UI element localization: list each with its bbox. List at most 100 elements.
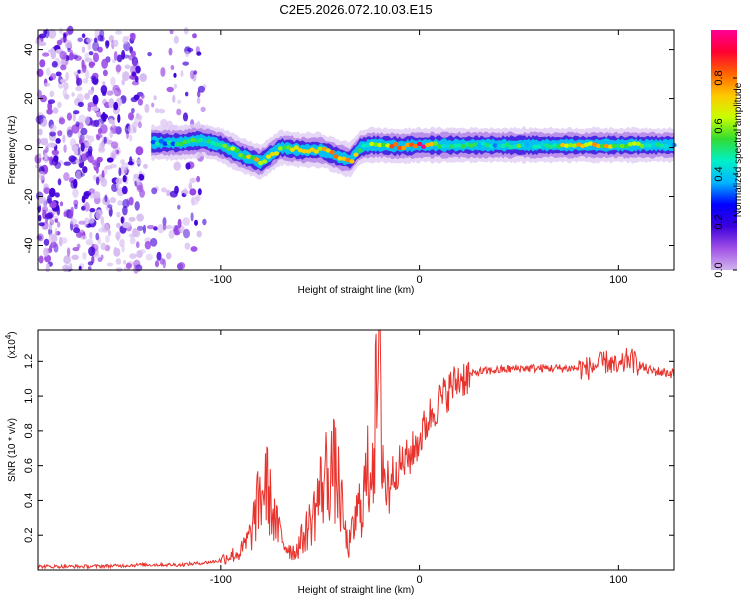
- noise-speck: [106, 262, 114, 267]
- ridge-point: [365, 143, 371, 148]
- noise-speck: [174, 185, 179, 195]
- noise-speck: [165, 252, 172, 260]
- ridge-point: [369, 141, 375, 147]
- ridge-point: [564, 143, 570, 148]
- noise-speck: [80, 142, 85, 152]
- noise-speck: [49, 219, 55, 226]
- noise-speck: [92, 78, 99, 86]
- noise-speck: [136, 114, 143, 120]
- noise-speck: [60, 64, 67, 71]
- noise-speck: [79, 154, 83, 164]
- noise-speck: [103, 166, 108, 175]
- ridge-point: [214, 142, 220, 147]
- noise-speck: [130, 50, 136, 58]
- noise-speck: [74, 204, 78, 210]
- noise-speck: [135, 146, 144, 156]
- ridge-point: [528, 144, 534, 149]
- noise-speck: [123, 259, 127, 265]
- noise-speck: [142, 224, 146, 234]
- noise-speck: [52, 46, 61, 50]
- noise-speck: [157, 224, 165, 234]
- ridge-point: [166, 140, 172, 145]
- ridge-point: [269, 151, 276, 157]
- noise-speck: [63, 161, 72, 166]
- noise-speck: [194, 219, 198, 226]
- ridge-point: [277, 146, 284, 151]
- noise-speck: [87, 149, 93, 157]
- noise-speck: [44, 152, 48, 160]
- snr-xticks: -100 0 100: [210, 330, 628, 586]
- ridge-point: [480, 141, 486, 146]
- snr-xlabel: Height of straight line (km): [298, 585, 415, 596]
- noise-speck: [45, 143, 50, 148]
- noise-speck: [46, 198, 52, 204]
- ridge-point: [599, 143, 606, 149]
- noise-speck: [50, 49, 57, 60]
- noise-speck: [71, 254, 79, 260]
- spectrogram-yticks: -40 -20 0 20 40: [23, 43, 674, 253]
- noise-speck: [85, 115, 90, 126]
- noise-speck: [44, 28, 50, 39]
- noise-speck: [66, 247, 71, 257]
- noise-speck: [183, 228, 190, 239]
- ridge-point: [198, 137, 204, 143]
- noise-speck: [113, 247, 121, 257]
- noise-speck: [85, 142, 92, 147]
- noise-speck: [139, 249, 146, 254]
- ridge-point: [425, 142, 431, 148]
- noise-speck: [156, 251, 162, 261]
- noise-speck: [50, 73, 57, 81]
- ridge-point: [440, 143, 446, 149]
- noise-speck: [57, 101, 62, 109]
- noise-speck: [108, 98, 115, 109]
- ridge-point: [524, 142, 530, 147]
- noise-speck: [90, 75, 96, 80]
- ridge-point: [349, 159, 355, 164]
- noise-speck: [144, 240, 152, 250]
- noise-speck: [77, 37, 83, 43]
- noise-speck: [100, 242, 107, 251]
- noise-speck: [134, 201, 140, 211]
- ridge-point: [289, 147, 295, 152]
- ridge-point: [226, 146, 232, 151]
- noise-speck: [38, 33, 47, 39]
- noise-speck: [100, 113, 109, 120]
- ridge-point: [428, 142, 435, 147]
- noise-speck: [136, 225, 144, 231]
- ridge-point: [603, 143, 610, 149]
- noise-speck: [101, 58, 108, 69]
- noise-speck: [196, 97, 201, 104]
- noise-speck: [105, 40, 109, 49]
- noise-speck: [95, 176, 100, 186]
- ridge-point: [444, 143, 450, 148]
- noise-speck: [98, 142, 105, 151]
- noise-speck: [73, 199, 79, 207]
- noise-speck: [154, 260, 160, 268]
- noise-speck: [190, 196, 199, 206]
- noise-speck: [116, 54, 123, 63]
- noise-speck: [86, 37, 93, 43]
- ridge-point: [309, 147, 315, 152]
- noise-speck: [116, 222, 121, 229]
- ridge-point: [397, 145, 403, 151]
- noise-speck: [56, 207, 61, 216]
- noise-speck: [120, 162, 129, 171]
- ridge-point: [452, 143, 458, 148]
- noise-speck: [173, 83, 178, 90]
- noise-speck: [82, 166, 88, 174]
- noise-speck: [39, 195, 44, 204]
- noise-speck: [196, 230, 202, 238]
- noise-speck: [162, 224, 167, 231]
- ridge-point: [643, 143, 649, 148]
- ridge-point: [313, 149, 319, 154]
- noise-speck: [60, 237, 68, 244]
- ridge-point: [218, 142, 224, 148]
- ridge-point: [174, 142, 180, 147]
- noise-speck: [193, 70, 198, 75]
- noise-speck: [52, 107, 59, 114]
- noise-speck: [132, 228, 139, 237]
- noise-speck: [129, 156, 133, 165]
- noise-speck: [81, 46, 86, 54]
- ridge-point: [377, 142, 383, 148]
- noise-speck: [190, 212, 194, 222]
